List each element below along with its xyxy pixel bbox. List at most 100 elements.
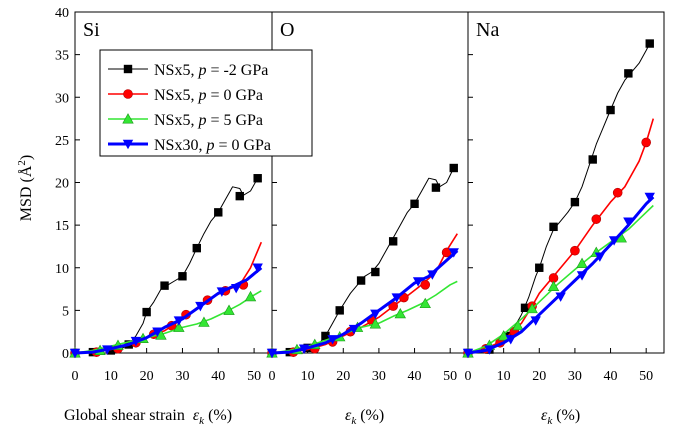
data-point [570, 245, 580, 256]
data-point [612, 187, 623, 198]
data-point [178, 272, 187, 281]
x-axis-title-symbol: ε [193, 407, 200, 424]
data-point [547, 280, 560, 292]
data-point [412, 277, 424, 287]
data-point [391, 293, 402, 303]
series-red [463, 118, 655, 358]
series-line [271, 249, 459, 355]
legend-label-part: NSx30, [154, 137, 206, 154]
legend-box [99, 49, 313, 157]
legend-label-part: = 0 GPa [206, 87, 263, 104]
y-axis-title: MSD (Å2) [16, 155, 35, 221]
y-tick-label: 5 [62, 304, 69, 319]
legend-label: NSx30, p = 0 GPa [154, 137, 271, 154]
legend-label-part: NSx5, [154, 87, 198, 104]
panel-o: 0 10 20 30 40 50 O [266, 11, 469, 384]
data-point [198, 316, 210, 327]
series-green [266, 280, 458, 358]
data-point [576, 257, 588, 268]
data-point [388, 237, 398, 246]
x-axis-title-na-sub: k [547, 415, 553, 427]
legend-marker [122, 113, 134, 124]
x-tick-label: 20 [336, 369, 350, 384]
x-tick-label: 20 [140, 369, 154, 384]
panel-label: Na [476, 19, 499, 41]
data-point [230, 284, 242, 294]
data-point [505, 335, 516, 345]
x-axis-title-prefix: Global shear strain [64, 407, 185, 424]
data-point [370, 309, 381, 319]
x-tick-label: 40 [211, 369, 225, 384]
data-point [641, 137, 651, 148]
x-tick-label: 10 [104, 369, 118, 384]
data-point [420, 279, 431, 290]
data-point [327, 335, 338, 345]
y-tick-label: 40 [55, 6, 69, 21]
x-tick-label: 30 [175, 369, 189, 384]
data-point [130, 336, 142, 347]
series-line [467, 118, 655, 354]
data-point [427, 270, 438, 280]
panel-si: 0 5 10 15 20 25 30 35 40 0 10 20 30 40 50 Si [55, 6, 273, 384]
legend-label-part: p [205, 137, 214, 154]
data-point [69, 348, 81, 359]
data-point [195, 301, 206, 312]
series-line [74, 290, 262, 354]
y-tick-label: 25 [55, 134, 69, 149]
series-blue [69, 263, 263, 359]
data-point [192, 243, 201, 253]
data-point [371, 267, 380, 277]
x-tick-label: 10 [301, 369, 315, 384]
legend-label-part: = -2 GPa [206, 62, 268, 79]
y-tick-label: 30 [55, 91, 69, 106]
data-point [419, 297, 431, 309]
series-red [70, 241, 263, 358]
legend-label: NSx5, p = -2 GPa [154, 62, 268, 79]
legend-label: NSx5, p = 0 GPa [154, 87, 263, 104]
data-point [348, 324, 360, 335]
data-point [106, 346, 116, 355]
data-point [520, 303, 530, 313]
data-point [235, 191, 244, 201]
data-point [535, 263, 544, 272]
panel-label: O [280, 19, 294, 41]
data-point [530, 316, 541, 326]
legend-label-part: = 0 GPa [214, 137, 271, 154]
series-line [271, 280, 458, 354]
x-axis-title-o-sub: k [351, 415, 357, 427]
data-point [555, 292, 566, 302]
y-tick-label: 10 [55, 262, 69, 277]
legend-label: NSx5, p = 5 GPa [154, 112, 263, 129]
x-tick-label: 50 [247, 369, 261, 384]
data-point [335, 306, 344, 315]
data-point [606, 105, 615, 115]
x-tick-label: 50 [639, 369, 653, 384]
x-tick-label: 10 [497, 369, 511, 384]
data-point [624, 69, 633, 78]
x-tick-label: 50 [443, 369, 457, 384]
data-point [214, 208, 223, 217]
series-line [74, 266, 263, 355]
data-point [570, 197, 580, 207]
y-tick-label: 0 [62, 347, 69, 362]
x-axis-title-unit: (%) [208, 407, 232, 424]
x-tick-label: 30 [568, 369, 582, 384]
x-tick-label: 0 [269, 369, 276, 384]
legend-entry: NSx5, p = -2 GPa [108, 62, 268, 79]
data-point [173, 316, 185, 326]
legend-marker [122, 139, 134, 150]
x-axis-title-si: Global shear strain εk (%) [64, 407, 232, 427]
legend-marker [123, 64, 133, 74]
series-black [463, 39, 654, 358]
legend-label-part: = 5 GPa [206, 112, 263, 129]
y-axis-title-sup: 2 [16, 160, 28, 166]
panel-frame [467, 11, 665, 354]
data-point [142, 307, 151, 317]
data-point [462, 348, 474, 359]
y-axis-title-main: MSD (Å [17, 165, 35, 221]
data-point [512, 319, 524, 331]
data-point [644, 192, 655, 203]
data-point [152, 327, 163, 337]
